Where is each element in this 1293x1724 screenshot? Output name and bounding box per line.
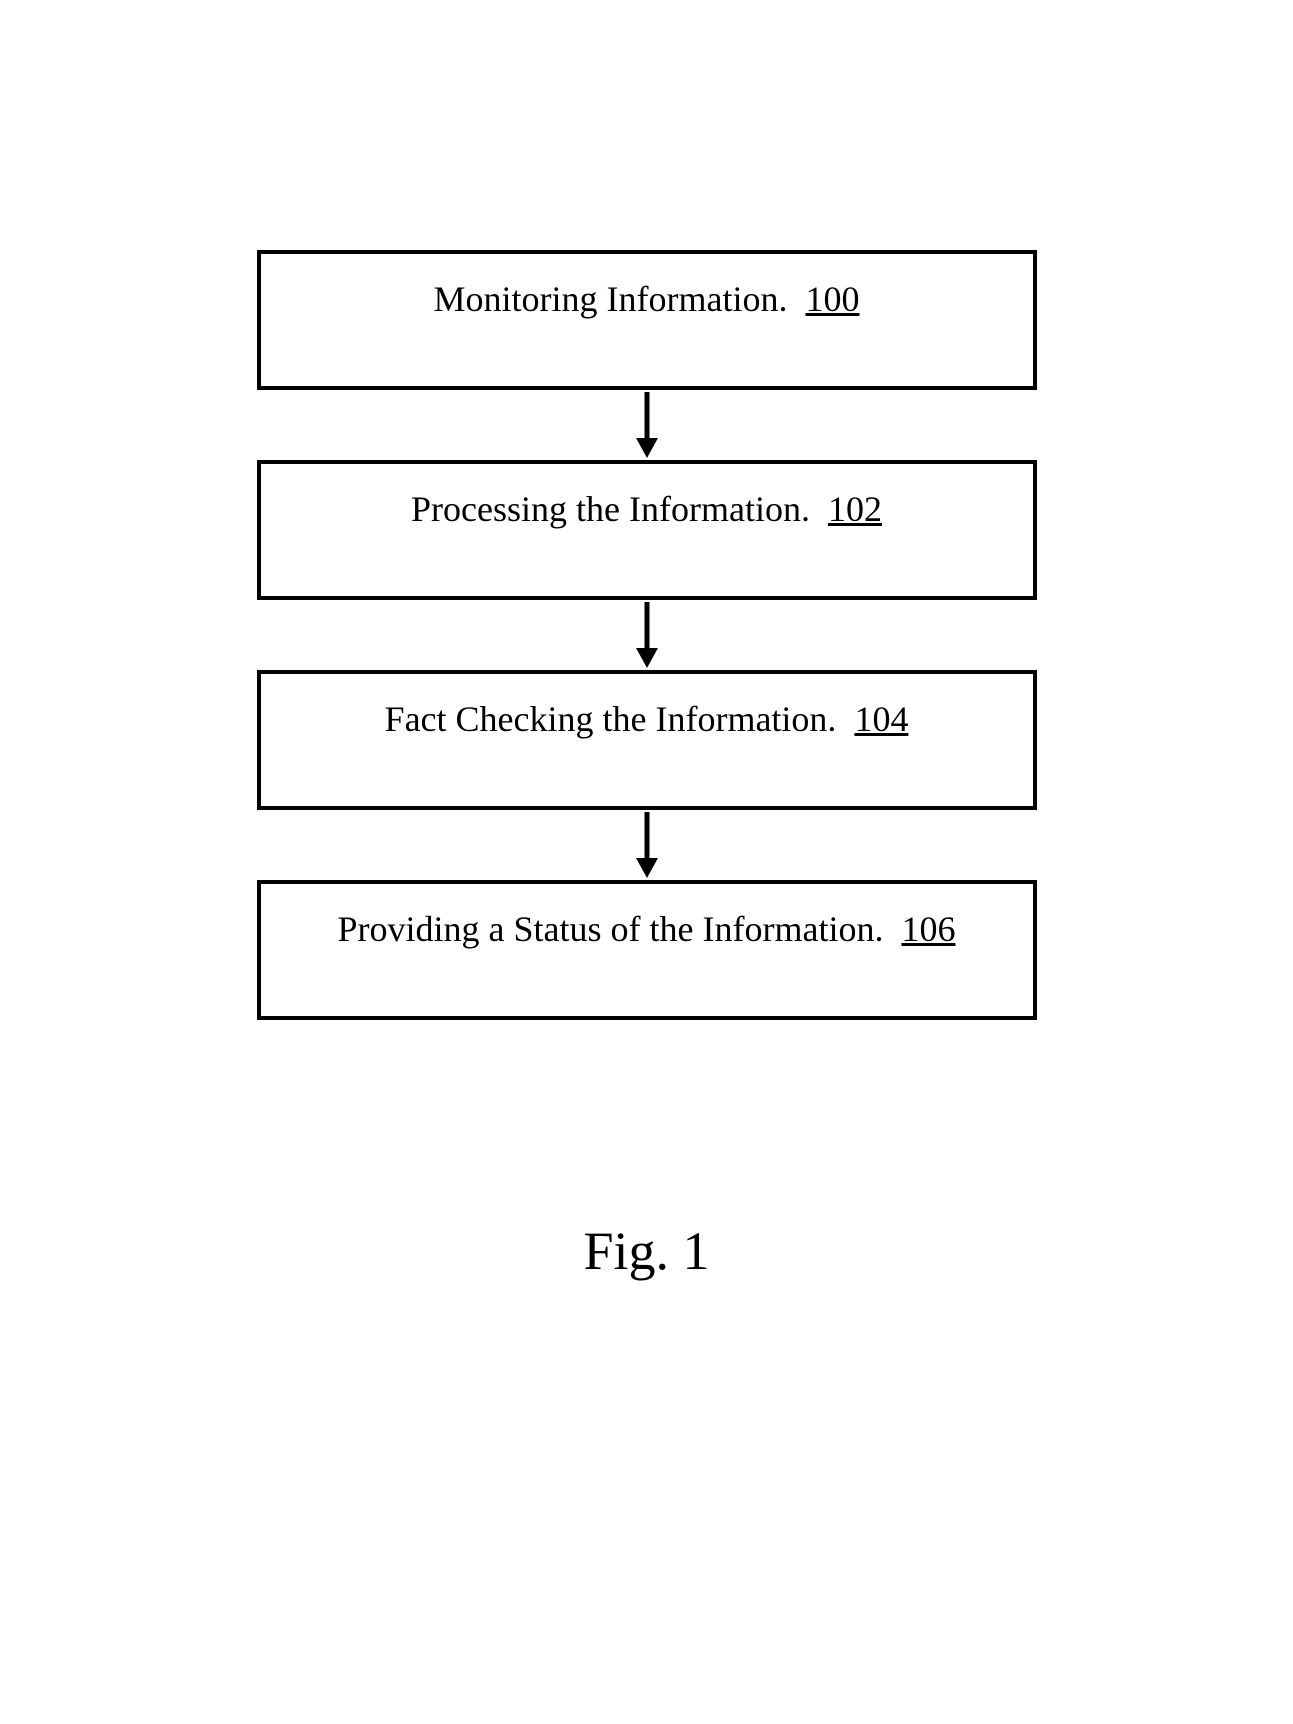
flow-node-ref: 100 [805,278,859,320]
flow-node-ref: 102 [828,488,882,530]
flow-arrow [632,810,662,880]
flow-node-content: Processing the Information. 102 [411,488,882,530]
flow-node-text: Processing the Information. [411,488,810,530]
flow-node-content: Monitoring Information. 100 [434,278,860,320]
flow-node-text: Monitoring Information. [434,278,788,320]
arrow-down-icon [632,810,662,880]
flow-node-ref: 106 [901,908,955,950]
flow-node-106: Providing a Status of the Information. 1… [257,880,1037,1020]
arrow-down-icon [632,600,662,670]
flow-node-ref: 104 [854,698,908,740]
flow-node-text: Fact Checking the Information. [385,698,837,740]
flow-node-text: Providing a Status of the Information. [338,908,884,950]
flow-node-100: Monitoring Information. 100 [257,250,1037,390]
flow-arrow [632,600,662,670]
flowchart: Monitoring Information. 100 Processing t… [257,250,1037,1020]
figure-caption: Fig. 1 [583,1220,709,1282]
arrow-down-icon [632,390,662,460]
flow-node-content: Fact Checking the Information. 104 [385,698,909,740]
flow-node-104: Fact Checking the Information. 104 [257,670,1037,810]
flow-node-content: Providing a Status of the Information. 1… [338,908,956,950]
flow-node-102: Processing the Information. 102 [257,460,1037,600]
flow-arrow [632,390,662,460]
